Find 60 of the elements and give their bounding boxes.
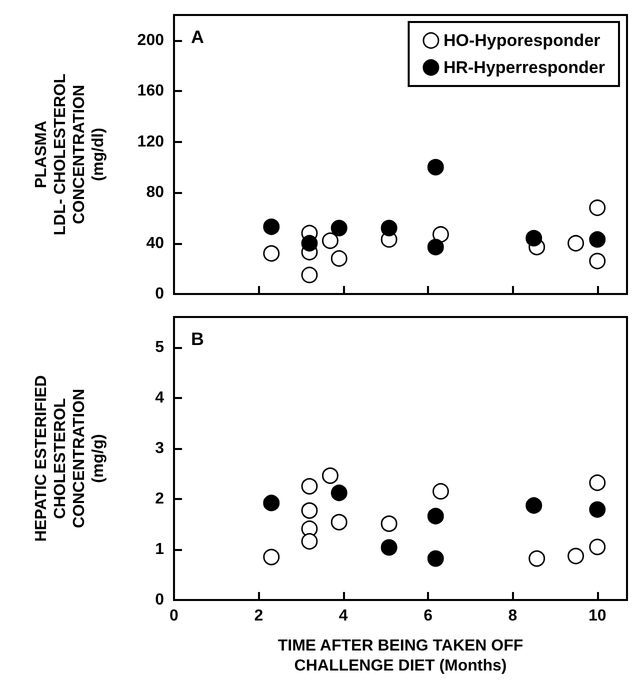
point bbox=[322, 232, 338, 249]
point bbox=[526, 497, 542, 514]
y-tick-label: 160 bbox=[137, 82, 164, 100]
point bbox=[427, 158, 444, 176]
point bbox=[589, 252, 606, 270]
point bbox=[568, 548, 584, 564]
point bbox=[380, 220, 398, 236]
legend-label: HR-Hyperresponder bbox=[443, 58, 606, 77]
point bbox=[322, 467, 338, 484]
point bbox=[528, 550, 546, 567]
x-tick-label: 8 bbox=[508, 608, 518, 624]
point bbox=[427, 238, 444, 256]
y-tick-label: 5 bbox=[155, 338, 164, 356]
point bbox=[589, 231, 606, 248]
point bbox=[301, 266, 318, 284]
x-axis-title: TIME AFTER BEING TAKEN OFF CHALLENGE DIET (Months) bbox=[278, 638, 524, 674]
y-tick-label: 0 bbox=[155, 286, 164, 302]
text: B bbox=[191, 329, 204, 349]
x-tick-label: 4 bbox=[338, 608, 348, 624]
y-tick-label: 40 bbox=[146, 234, 164, 252]
point bbox=[589, 474, 606, 492]
point bbox=[301, 235, 318, 252]
point bbox=[380, 515, 398, 532]
point bbox=[263, 245, 280, 262]
y-tick-label: 0 bbox=[155, 592, 164, 608]
point bbox=[263, 218, 280, 236]
point bbox=[301, 502, 318, 519]
point bbox=[330, 514, 348, 530]
x-tick-label: 0 bbox=[170, 608, 179, 624]
point bbox=[330, 484, 348, 502]
point bbox=[301, 533, 318, 550]
point bbox=[589, 200, 606, 216]
y-tick-label: 120 bbox=[137, 133, 164, 150]
point bbox=[380, 539, 398, 556]
point bbox=[263, 548, 280, 566]
point bbox=[589, 538, 606, 556]
point bbox=[589, 501, 606, 518]
x-tick-label: 6 bbox=[424, 608, 433, 624]
y-tick-label: 80 bbox=[146, 184, 164, 202]
x-tick-label: 2 bbox=[254, 608, 264, 624]
y-tick-label: 1 bbox=[155, 540, 164, 558]
y-tick-label: 200 bbox=[137, 32, 164, 49]
point bbox=[301, 478, 318, 495]
point bbox=[427, 508, 444, 524]
y-axis-title: PLASMA LDL- CHOLESTEROL CONCENTRATION (mg/dl) bbox=[33, 73, 107, 236]
point bbox=[263, 494, 280, 512]
y-tick-label: 4 bbox=[155, 389, 164, 406]
point bbox=[427, 550, 444, 567]
x-tick-label: 10 bbox=[588, 608, 606, 624]
point bbox=[568, 235, 584, 252]
point bbox=[432, 483, 449, 500]
point bbox=[432, 226, 449, 243]
y-axis-title: HEPATIC ESTERIFIED CHOLESTEROL CONCENTRATION (mg/g) bbox=[33, 375, 107, 542]
point bbox=[526, 230, 542, 246]
text: A bbox=[191, 27, 204, 47]
point bbox=[330, 220, 348, 236]
point bbox=[330, 250, 348, 267]
y-tick-label: 3 bbox=[155, 440, 164, 457]
legend-label: HO-Hyporesponder bbox=[443, 31, 601, 50]
y-tick-label: 2 bbox=[155, 490, 164, 508]
